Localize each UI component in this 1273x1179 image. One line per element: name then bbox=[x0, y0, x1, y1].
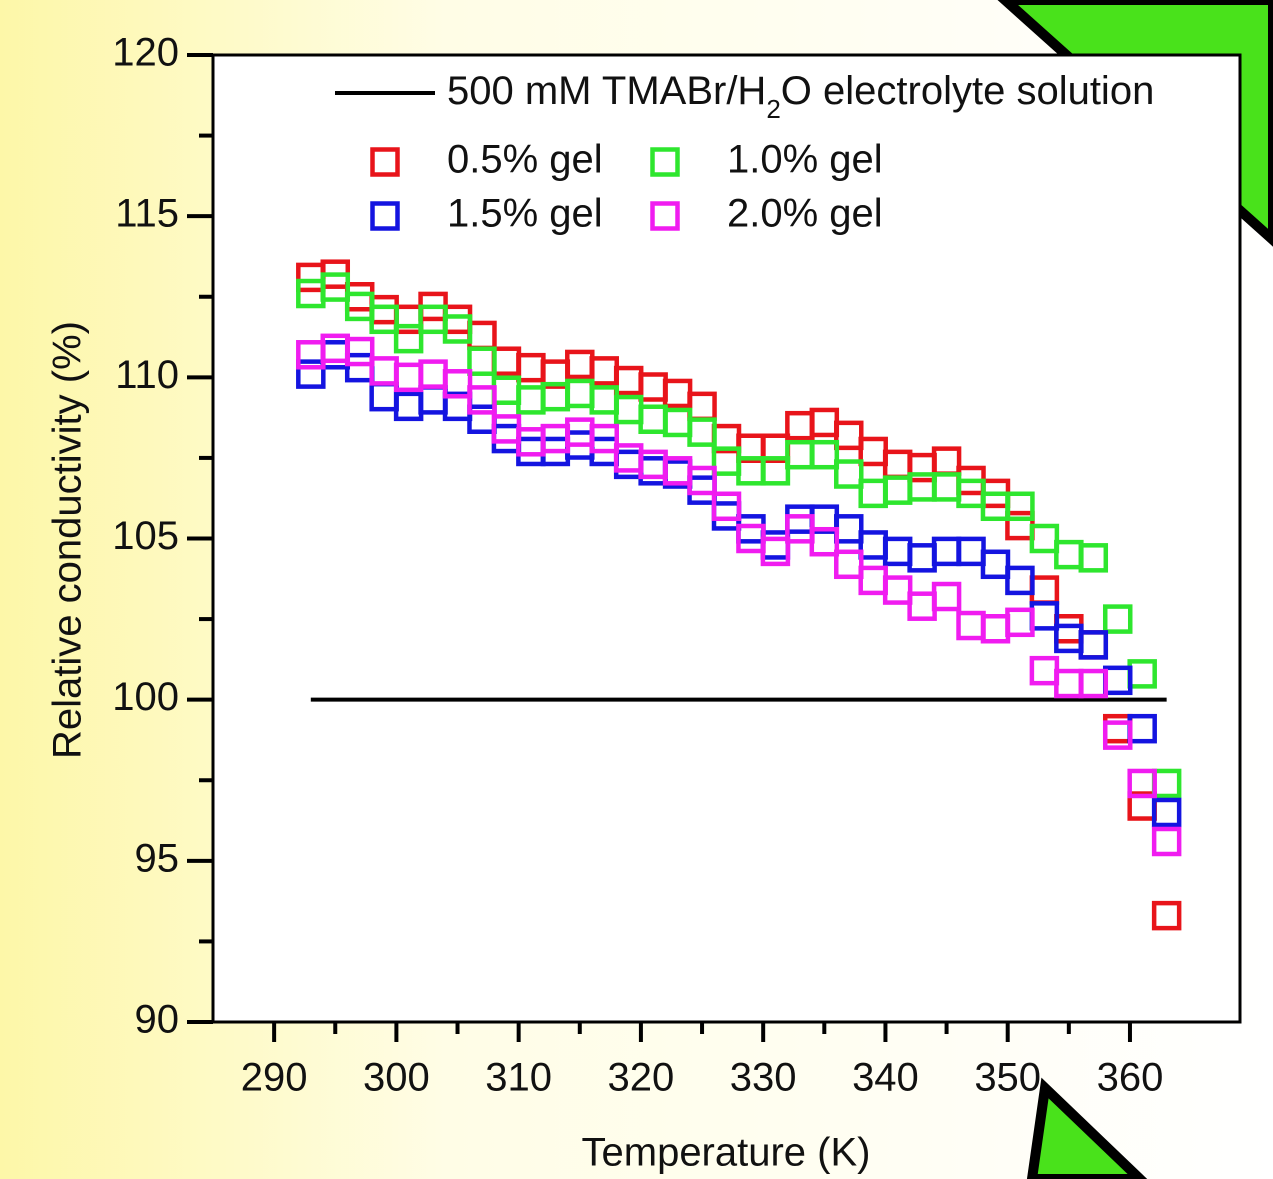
marker bbox=[980, 549, 1011, 580]
legend-marker bbox=[370, 147, 400, 177]
marker bbox=[442, 314, 473, 344]
marker bbox=[834, 459, 864, 489]
y-axis-title: Relative conductivity (%) bbox=[46, 321, 90, 759]
x-tick-label: 290 bbox=[241, 1056, 308, 1100]
marker bbox=[711, 491, 742, 522]
y-tick-label: 115 bbox=[115, 192, 179, 236]
plot-area bbox=[211, 53, 1242, 1024]
marker bbox=[1102, 720, 1133, 750]
x-tick-label: 350 bbox=[974, 1056, 1041, 1100]
marker bbox=[1151, 826, 1182, 857]
x-tick-label: 340 bbox=[852, 1056, 919, 1100]
legend-label-part: 2 bbox=[766, 94, 780, 124]
marker bbox=[467, 346, 497, 376]
marker bbox=[344, 336, 375, 367]
marker bbox=[1005, 491, 1035, 522]
marker bbox=[1005, 565, 1035, 596]
marker bbox=[442, 369, 473, 399]
legend-label: 0.5% gel bbox=[447, 138, 603, 182]
legend-label-part: O electrolyte solution bbox=[781, 69, 1155, 113]
legend-label-part: 500 mM TMABr/H bbox=[447, 69, 766, 113]
marker bbox=[467, 385, 497, 415]
legend-label: 1.0% gel bbox=[727, 138, 883, 182]
marker bbox=[834, 420, 864, 451]
x-tick-label: 360 bbox=[1097, 1056, 1164, 1100]
y-tick-label: 95 bbox=[135, 836, 180, 880]
marker bbox=[393, 323, 424, 354]
marker bbox=[760, 536, 791, 567]
x-tick-label: 310 bbox=[485, 1056, 552, 1100]
marker bbox=[320, 272, 351, 302]
legend-label: 2.0% gel bbox=[727, 192, 883, 236]
legend-marker bbox=[650, 201, 680, 231]
x-tick-label: 330 bbox=[730, 1056, 797, 1100]
marker bbox=[1078, 668, 1109, 699]
marker bbox=[1078, 630, 1109, 660]
x-tick-label: 300 bbox=[363, 1056, 430, 1100]
marker bbox=[1005, 607, 1035, 638]
y-tick-label: 105 bbox=[112, 514, 179, 558]
y-tick-label: 120 bbox=[112, 31, 179, 75]
x-axis-title: Temperature (K) bbox=[582, 1131, 871, 1175]
marker bbox=[931, 581, 962, 612]
legend-label: 1.5% gel bbox=[447, 192, 603, 236]
marker bbox=[687, 465, 717, 496]
y-tick-label: 110 bbox=[115, 353, 179, 397]
legend-label: 500 mM TMABr/H2O electrolyte solution bbox=[447, 69, 1154, 124]
marker bbox=[369, 304, 399, 335]
marker bbox=[834, 549, 864, 580]
marker bbox=[1029, 523, 1060, 554]
marker bbox=[809, 439, 840, 470]
legend-marker bbox=[370, 201, 400, 231]
marker bbox=[1151, 797, 1182, 828]
y-tick-label: 100 bbox=[112, 675, 179, 719]
marker bbox=[1127, 768, 1157, 799]
marker bbox=[1078, 543, 1109, 573]
marker bbox=[1102, 604, 1133, 634]
marker bbox=[296, 359, 326, 389]
marker bbox=[882, 575, 913, 605]
marker bbox=[809, 526, 840, 557]
legend-marker bbox=[650, 147, 680, 177]
y-tick-label: 90 bbox=[135, 998, 180, 1042]
marker bbox=[1151, 900, 1182, 931]
decoration bbox=[1026, 1077, 1148, 1179]
marker bbox=[687, 417, 717, 447]
marker bbox=[760, 456, 791, 486]
marker bbox=[589, 423, 619, 454]
x-tick-label: 320 bbox=[608, 1056, 675, 1100]
